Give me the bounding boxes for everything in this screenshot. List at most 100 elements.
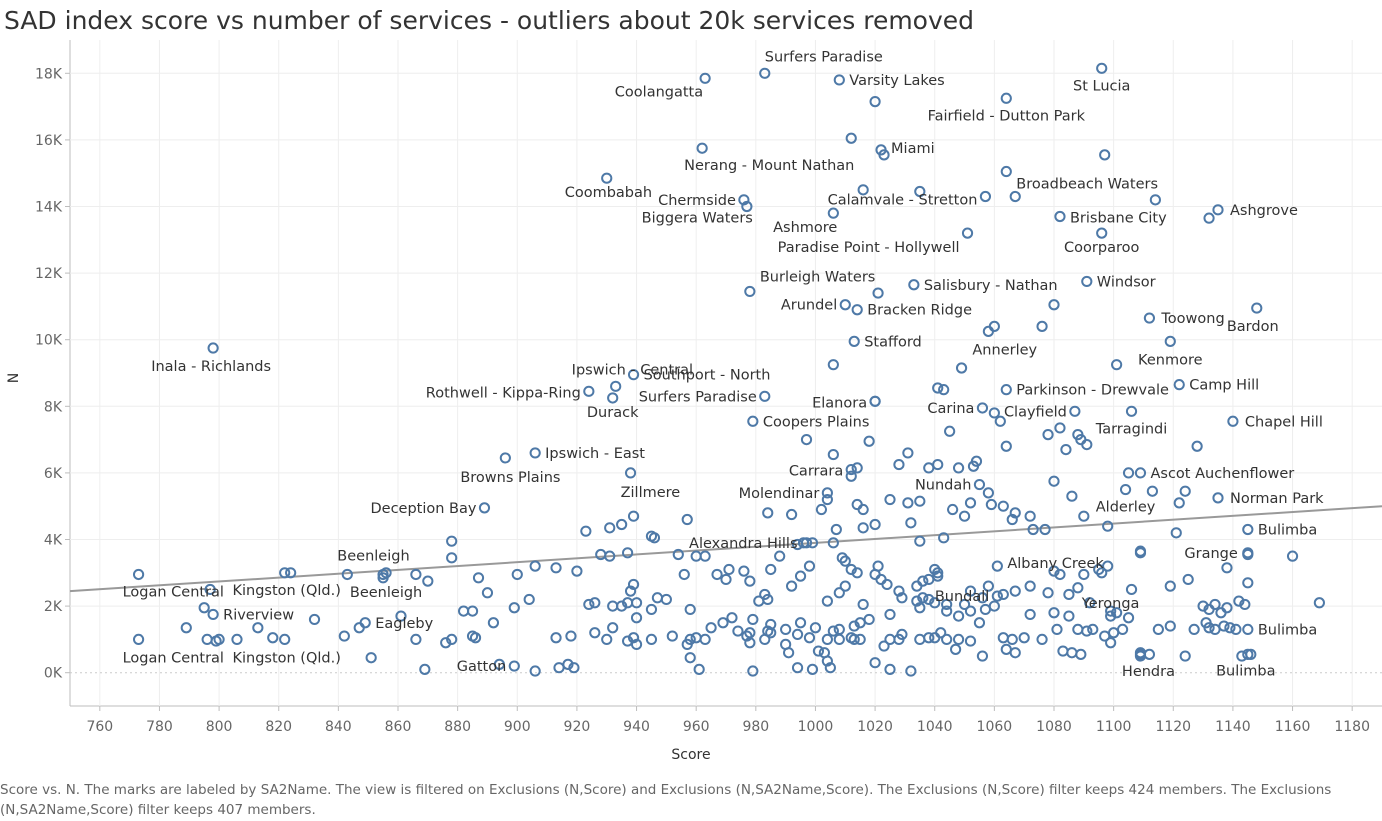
- data-point: [726, 612, 738, 624]
- data-point: [1188, 623, 1200, 636]
- data-point: [958, 598, 971, 611]
- data-point: [881, 578, 893, 591]
- data-point: [1218, 620, 1230, 632]
- data-point: [938, 384, 950, 396]
- data-point: [896, 592, 908, 604]
- data-point: [1209, 623, 1221, 636]
- data-point: [857, 503, 869, 516]
- data-point: [720, 573, 732, 586]
- data-point: [624, 585, 637, 597]
- point-label: Carina: [927, 401, 974, 417]
- data-point: [1251, 302, 1263, 314]
- data-point: [723, 563, 735, 576]
- data-point: [827, 537, 839, 549]
- data-point: [973, 617, 986, 629]
- data-point: [815, 503, 828, 516]
- data-point: [848, 335, 860, 347]
- data-point: [914, 633, 926, 646]
- data-point: [944, 425, 956, 437]
- point-label: Camp Hill: [1189, 378, 1259, 394]
- point-label: St Lucia: [1073, 78, 1130, 94]
- data-point: [950, 643, 962, 655]
- data-point: [678, 568, 690, 581]
- data-point: [911, 580, 923, 592]
- data-point: [568, 662, 580, 674]
- data-point: [1182, 573, 1194, 586]
- data-point: [1105, 605, 1117, 617]
- data-point: [1075, 648, 1087, 660]
- points-group: [132, 62, 1325, 677]
- data-point: [1048, 299, 1060, 311]
- point-label: Bracken Ridge: [867, 303, 972, 319]
- point-label: Stafford: [864, 334, 922, 350]
- point-label: Windsor: [1097, 274, 1156, 290]
- data-point: [762, 593, 774, 606]
- data-point: [827, 448, 839, 461]
- point-label: Fairfield - Dutton Park: [928, 108, 1086, 124]
- data-point: [744, 575, 756, 587]
- data-point: [929, 563, 941, 576]
- point-label: Durack: [587, 405, 639, 421]
- data-point: [478, 502, 491, 514]
- data-point: [935, 627, 947, 639]
- data-point: [941, 605, 953, 617]
- data-point: [204, 583, 216, 596]
- data-point: [967, 460, 980, 472]
- data-point: [830, 523, 842, 536]
- point-label: Beenleigh: [337, 548, 409, 564]
- y-gridlines: [69, 40, 1382, 706]
- data-point: [803, 560, 816, 572]
- data-point: [973, 478, 986, 491]
- data-point: [1066, 490, 1078, 502]
- point-label: Miami: [891, 141, 935, 157]
- x-tick-label: 880: [444, 719, 471, 735]
- data-point: [1105, 637, 1117, 649]
- point-label: Salisbury - Nathan: [924, 278, 1058, 294]
- point-label: Deception Bay: [370, 501, 476, 517]
- data-point: [964, 585, 977, 597]
- data-point: [952, 633, 965, 646]
- data-point: [839, 555, 851, 567]
- data-point: [1203, 212, 1215, 224]
- data-point: [893, 458, 905, 471]
- data-point: [1215, 607, 1227, 619]
- data-point: [941, 633, 953, 646]
- point-label: Bulimba: [1258, 523, 1317, 539]
- data-point: [440, 637, 452, 649]
- data-point: [759, 67, 771, 79]
- data-point: [982, 487, 995, 499]
- data-point: [308, 613, 321, 626]
- data-point: [932, 567, 944, 579]
- data-point: [994, 415, 1006, 427]
- data-point: [786, 508, 798, 521]
- y-axis-ticks: 0K 2K 4K 6K 8K 10K 12K 14K 16K 18K: [35, 66, 70, 682]
- data-point: [982, 580, 995, 592]
- data-point: [1006, 633, 1018, 646]
- data-point: [988, 407, 1000, 419]
- data-point: [759, 390, 771, 402]
- data-point: [929, 597, 941, 609]
- data-point: [833, 587, 845, 599]
- y-tick-label: 8K: [44, 399, 63, 415]
- point-label: Annerley: [972, 342, 1037, 358]
- data-point: [446, 552, 458, 564]
- point-label: Coombabah: [565, 185, 652, 201]
- data-point: [863, 435, 875, 447]
- data-point: [1096, 62, 1108, 74]
- x-tick-label: 1140: [1215, 719, 1251, 735]
- data-point: [472, 572, 485, 584]
- data-point: [1242, 577, 1254, 589]
- data-point: [1027, 523, 1039, 536]
- x-tick-label: 1000: [798, 719, 834, 735]
- data-point: [908, 279, 920, 291]
- data-point: [132, 568, 145, 581]
- data-point: [854, 633, 866, 646]
- data-point: [1036, 633, 1048, 646]
- data-point: [1227, 415, 1239, 427]
- data-point: [905, 517, 917, 529]
- point-label: Chermside: [658, 193, 736, 209]
- data-point: [1087, 623, 1099, 636]
- data-point: [1286, 550, 1299, 562]
- data-point: [988, 600, 1000, 612]
- data-point: [958, 510, 971, 522]
